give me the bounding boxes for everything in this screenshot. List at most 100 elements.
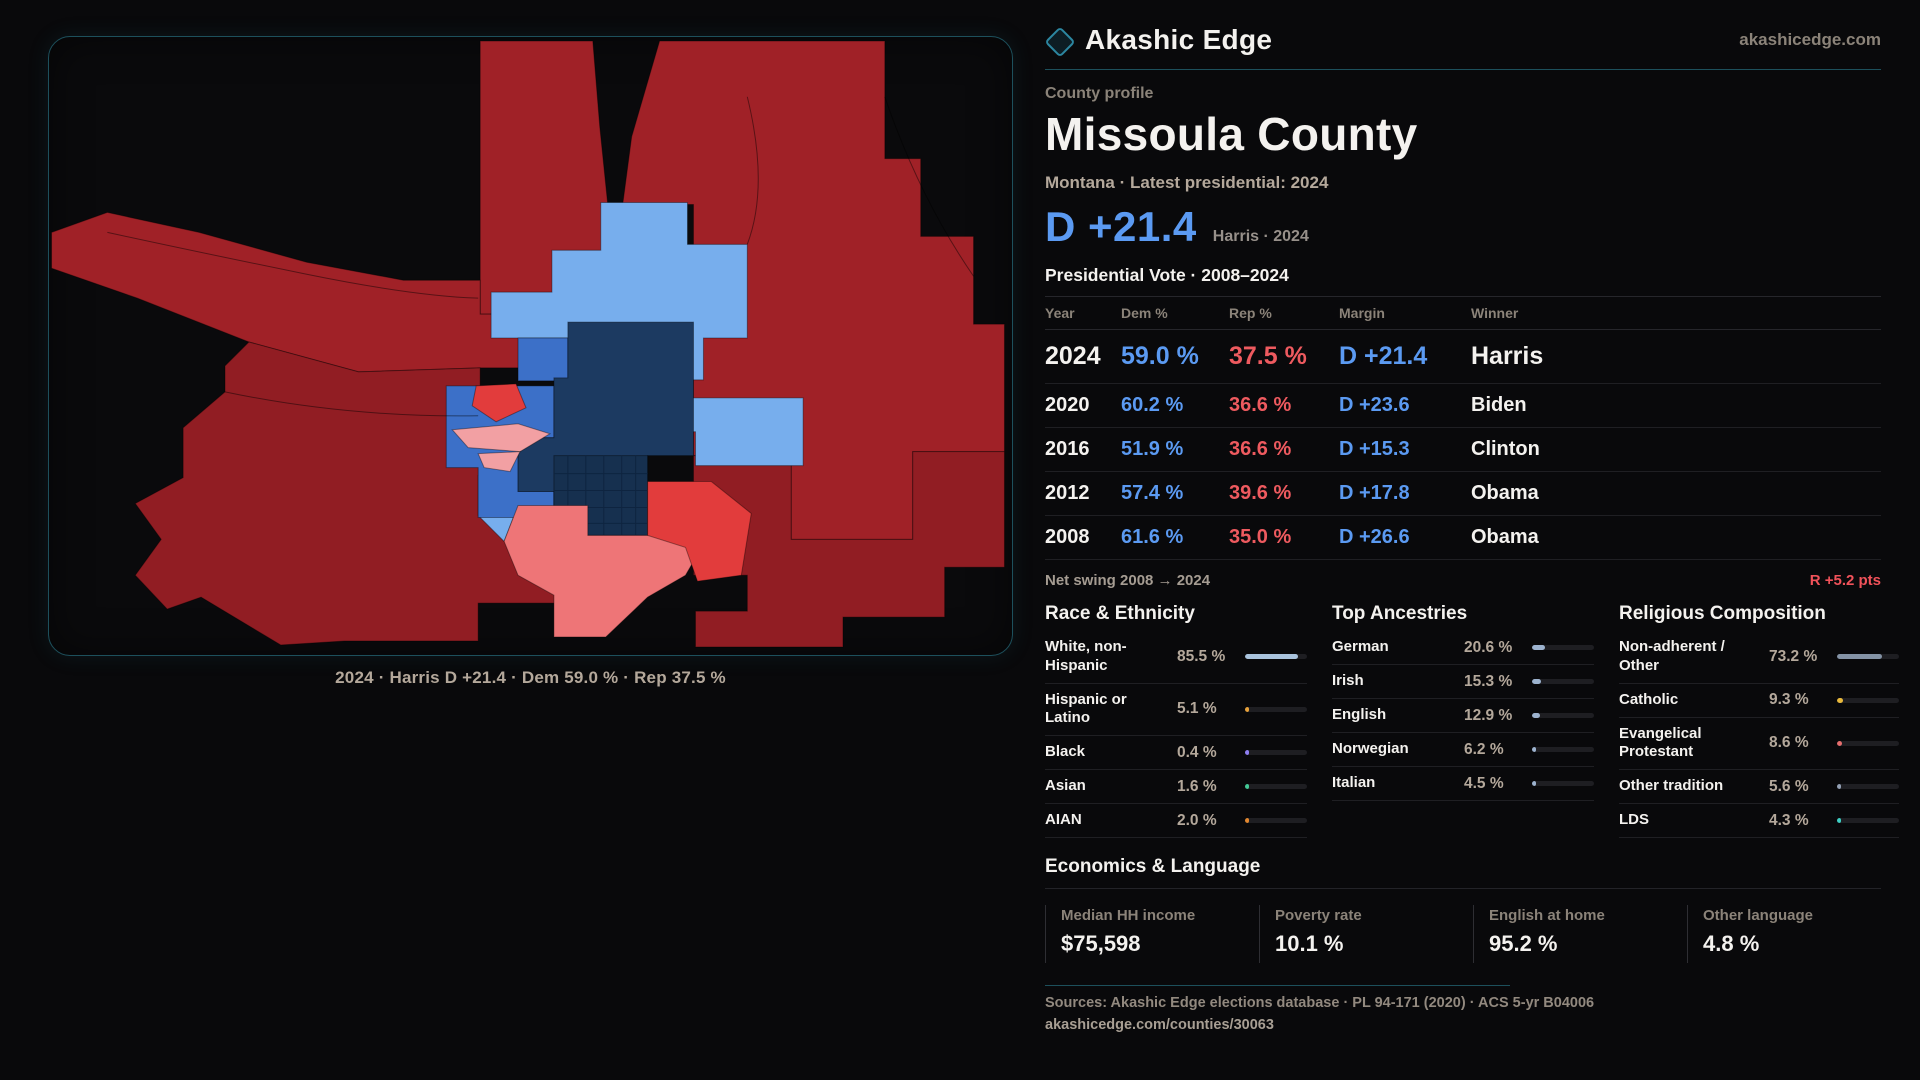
section-title: Top Ancestries bbox=[1332, 603, 1468, 624]
demo-value: 85.5 % bbox=[1177, 647, 1226, 665]
stat-value: 10.1 % bbox=[1275, 931, 1344, 956]
demo-bar bbox=[1532, 747, 1594, 752]
demo-label: Asian bbox=[1045, 777, 1086, 795]
economics-stats: Median HH income $75,598 Poverty rate 10… bbox=[1045, 905, 1881, 963]
demo-bar bbox=[1532, 679, 1594, 684]
economics-title: Economics & Language bbox=[1045, 856, 1261, 877]
ancestries-column: Top Ancestries German 20.6 % Irish 15.3 … bbox=[1332, 603, 1594, 838]
demo-bar bbox=[1245, 818, 1307, 823]
demo-label: LDS bbox=[1619, 811, 1649, 829]
demographic-row: Italian 4.5 % bbox=[1332, 767, 1594, 801]
stat-label: Poverty rate bbox=[1275, 907, 1362, 924]
demo-bar bbox=[1245, 654, 1307, 660]
cell-year: 2020 bbox=[1045, 394, 1090, 416]
table-title: Presidential Vote · 2008–2024 bbox=[1045, 265, 1289, 285]
table-row[interactable]: 2008 61.6 % 35.0 % D +26.6 Obama bbox=[1045, 516, 1881, 560]
stat-label: Other language bbox=[1703, 907, 1814, 924]
demo-value: 4.5 % bbox=[1464, 774, 1504, 792]
cell-margin: D +26.6 bbox=[1339, 526, 1410, 548]
demographic-row: German 20.6 % bbox=[1332, 631, 1594, 665]
site-header: Akashic Edge akashicedge.com bbox=[1044, 24, 1881, 58]
net-swing-value: R +5.2 pts bbox=[1809, 572, 1881, 589]
site-domain-link[interactable]: akashicedge.com bbox=[1739, 30, 1881, 49]
demographic-row: Asian 1.6 % bbox=[1045, 770, 1307, 804]
demo-label: Irish bbox=[1332, 672, 1364, 690]
demographic-row: Norwegian 6.2 % bbox=[1332, 733, 1594, 767]
cell-rep: 35.0 % bbox=[1229, 526, 1292, 548]
cell-year: 2024 bbox=[1045, 342, 1101, 370]
county-url[interactable]: akashicedge.com/counties/30063 bbox=[1045, 1017, 1274, 1033]
col-dem: Dem % bbox=[1121, 305, 1168, 321]
demo-label: Hispanic or Latino bbox=[1045, 690, 1127, 727]
demo-value: 0.4 % bbox=[1177, 743, 1217, 761]
demo-value: 15.3 % bbox=[1464, 672, 1513, 690]
margin-value: D +21.4 bbox=[1045, 203, 1197, 250]
net-swing-row: Net swing 2008 → 2024 R +5.2 pts bbox=[1045, 560, 1881, 599]
demo-value: 4.3 % bbox=[1769, 811, 1809, 829]
demo-label: Catholic bbox=[1619, 690, 1679, 708]
demo-value: 2.0 % bbox=[1177, 811, 1217, 829]
eyebrow-label: County profile bbox=[1045, 85, 1154, 102]
demographic-row: Catholic 9.3 % bbox=[1619, 684, 1899, 718]
demo-label: Italian bbox=[1332, 774, 1376, 792]
cell-dem: 60.2 % bbox=[1121, 394, 1184, 416]
cell-winner: Obama bbox=[1471, 482, 1539, 504]
stat-card: Poverty rate 10.1 % bbox=[1259, 905, 1455, 963]
cell-year: 2012 bbox=[1045, 482, 1090, 504]
stat-card: Median HH income $75,598 bbox=[1045, 905, 1241, 963]
cell-dem: 51.9 % bbox=[1121, 438, 1184, 460]
brand-name: Akashic Edge bbox=[1085, 24, 1273, 55]
demo-label: Black bbox=[1045, 743, 1086, 761]
race-ethnicity-column: Race & Ethnicity White, non-Hispanic 85.… bbox=[1045, 603, 1307, 838]
col-margin: Margin bbox=[1339, 305, 1385, 321]
stat-label: English at home bbox=[1489, 907, 1605, 924]
demographic-row: AIAN 2.0 % bbox=[1045, 804, 1307, 838]
map-caption: 2024 · Harris D +21.4 · Dem 59.0 % · Rep… bbox=[335, 668, 726, 687]
page-title: Missoula County bbox=[1045, 108, 1418, 160]
demo-label: German bbox=[1332, 638, 1389, 656]
demo-bar bbox=[1837, 818, 1899, 823]
demographic-row: Irish 15.3 % bbox=[1332, 665, 1594, 699]
demographic-row: LDS 4.3 % bbox=[1619, 804, 1899, 838]
cell-winner: Harris bbox=[1471, 342, 1544, 370]
diamond-logo-icon bbox=[1044, 26, 1076, 58]
cell-winner: Clinton bbox=[1471, 438, 1540, 460]
cell-winner: Obama bbox=[1471, 526, 1539, 548]
table-row[interactable]: 2020 60.2 % 36.6 % D +23.6 Biden bbox=[1045, 384, 1881, 428]
demo-value: 12.9 % bbox=[1464, 706, 1513, 724]
demo-label: AIAN bbox=[1045, 811, 1082, 829]
demo-label: Evangelical Protestant bbox=[1619, 724, 1702, 761]
table-row[interactable]: 2012 57.4 % 39.6 % D +17.8 Obama bbox=[1045, 472, 1881, 516]
table-row[interactable]: 2016 51.9 % 36.6 % D +15.3 Clinton bbox=[1045, 428, 1881, 472]
table-row[interactable]: 2024 59.0 % 37.5 % D +21.4 Harris bbox=[1045, 330, 1881, 384]
cell-dem: 59.0 % bbox=[1121, 342, 1199, 370]
header-divider bbox=[1045, 69, 1881, 70]
col-year: Year bbox=[1045, 305, 1075, 321]
demo-value: 8.6 % bbox=[1769, 734, 1809, 752]
county-precinct-map[interactable] bbox=[49, 37, 1012, 655]
demo-value: 20.6 % bbox=[1464, 638, 1513, 656]
demo-bar bbox=[1837, 654, 1899, 660]
demographic-row: White, non-Hispanic 85.5 % bbox=[1045, 631, 1307, 684]
cell-winner: Biden bbox=[1471, 394, 1527, 416]
cell-margin: D +17.8 bbox=[1339, 482, 1410, 504]
demo-bar bbox=[1245, 706, 1307, 712]
county-map-card bbox=[48, 36, 1013, 656]
demo-bar bbox=[1837, 740, 1899, 746]
demo-label: English bbox=[1332, 706, 1387, 724]
section-title: Religious Composition bbox=[1619, 603, 1826, 624]
demo-bar bbox=[1245, 784, 1307, 789]
cell-rep: 37.5 % bbox=[1229, 342, 1307, 370]
demographic-row: English 12.9 % bbox=[1332, 699, 1594, 733]
col-rep: Rep % bbox=[1229, 305, 1272, 321]
demo-bar bbox=[1532, 781, 1594, 786]
stat-card: Other language 4.8 % bbox=[1687, 905, 1883, 963]
demographic-row: Black 0.4 % bbox=[1045, 736, 1307, 770]
stat-card: English at home 95.2 % bbox=[1473, 905, 1669, 963]
demo-label: Other tradition bbox=[1619, 777, 1724, 795]
cell-rep: 36.6 % bbox=[1229, 438, 1292, 460]
demo-value: 1.6 % bbox=[1177, 777, 1217, 795]
state-subtitle: Montana · Latest presidential: 2024 bbox=[1045, 173, 1329, 192]
demo-label: White, non-Hispanic bbox=[1045, 638, 1127, 674]
sources-divider bbox=[1045, 985, 1510, 986]
